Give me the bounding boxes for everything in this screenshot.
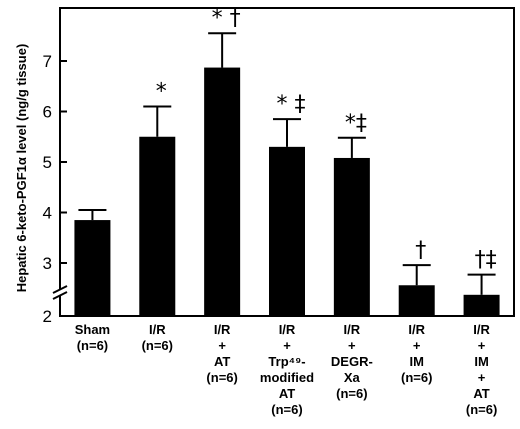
x-axis-labels: Sham(n=6)I/R(n=6)I/R+AT(n=6)I/R+Trp⁴⁹-mo… bbox=[75, 322, 498, 417]
x-category-label: I/R bbox=[408, 322, 425, 337]
x-category-label: IM bbox=[474, 354, 488, 369]
x-category-label: AT bbox=[473, 386, 489, 401]
bar bbox=[74, 220, 111, 316]
y-tick-label: 2 bbox=[43, 307, 52, 326]
x-category-label: AT bbox=[214, 354, 230, 369]
x-category-label: (n=6) bbox=[271, 402, 302, 417]
x-category-label: + bbox=[478, 370, 486, 385]
x-category-label: AT bbox=[279, 386, 295, 401]
significance-marker: * † bbox=[212, 6, 241, 31]
y-tick-label: 5 bbox=[43, 153, 52, 172]
y-axis-title: Hepatic 6-keto-PGF1α level (ng/g tissue) bbox=[14, 44, 29, 293]
y-axis: 2 3 4 5 6 7 bbox=[43, 52, 67, 326]
x-category-label: Sham bbox=[75, 322, 110, 337]
x-category-label: modified bbox=[260, 370, 314, 385]
x-category-label: + bbox=[413, 338, 421, 353]
x-category-label: DEGR- bbox=[331, 354, 373, 369]
y-tick-label: 6 bbox=[43, 103, 52, 122]
x-category-label: IM bbox=[409, 354, 423, 369]
y-tick-label: 4 bbox=[43, 204, 52, 223]
significance-marker: * ‡ bbox=[277, 92, 306, 117]
bars: * * † * ‡ *‡ † †‡ bbox=[74, 6, 500, 316]
bar bbox=[398, 285, 435, 316]
x-category-label: Xa bbox=[344, 370, 361, 385]
bar bbox=[204, 67, 241, 316]
x-category-label: + bbox=[348, 338, 356, 353]
bar bbox=[333, 157, 370, 316]
bar bbox=[463, 294, 500, 316]
axis-break-mark bbox=[52, 291, 68, 300]
x-category-label: (n=6) bbox=[466, 402, 497, 417]
x-category-label: I/R bbox=[344, 322, 361, 337]
x-category-label: (n=6) bbox=[401, 370, 432, 385]
x-category-label: + bbox=[218, 338, 226, 353]
x-category-label: + bbox=[478, 338, 486, 353]
y-tick-label: 3 bbox=[43, 254, 52, 273]
x-category-label: Trp⁴⁹- bbox=[268, 354, 305, 369]
x-category-label: (n=6) bbox=[77, 338, 108, 353]
bar bbox=[139, 136, 176, 316]
x-category-label: (n=6) bbox=[206, 370, 237, 385]
significance-marker: * bbox=[156, 79, 167, 104]
significance-marker: *‡ bbox=[345, 111, 367, 136]
axis-break-mark bbox=[52, 285, 68, 294]
x-category-label: I/R bbox=[473, 322, 490, 337]
x-category-label: I/R bbox=[214, 322, 231, 337]
axis-break-gap bbox=[54, 289, 66, 295]
significance-marker: † bbox=[415, 238, 426, 263]
x-category-label: (n=6) bbox=[336, 386, 367, 401]
x-category-label: (n=6) bbox=[142, 338, 173, 353]
x-category-label: I/R bbox=[149, 322, 166, 337]
x-category-label: + bbox=[283, 338, 291, 353]
significance-marker: †‡ bbox=[475, 248, 497, 273]
x-category-label: I/R bbox=[279, 322, 296, 337]
bar bbox=[269, 146, 305, 316]
y-tick-label: 7 bbox=[43, 52, 52, 71]
